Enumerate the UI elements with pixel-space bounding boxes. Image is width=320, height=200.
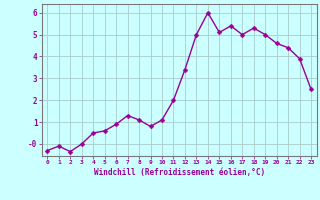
X-axis label: Windchill (Refroidissement éolien,°C): Windchill (Refroidissement éolien,°C) (94, 168, 265, 177)
